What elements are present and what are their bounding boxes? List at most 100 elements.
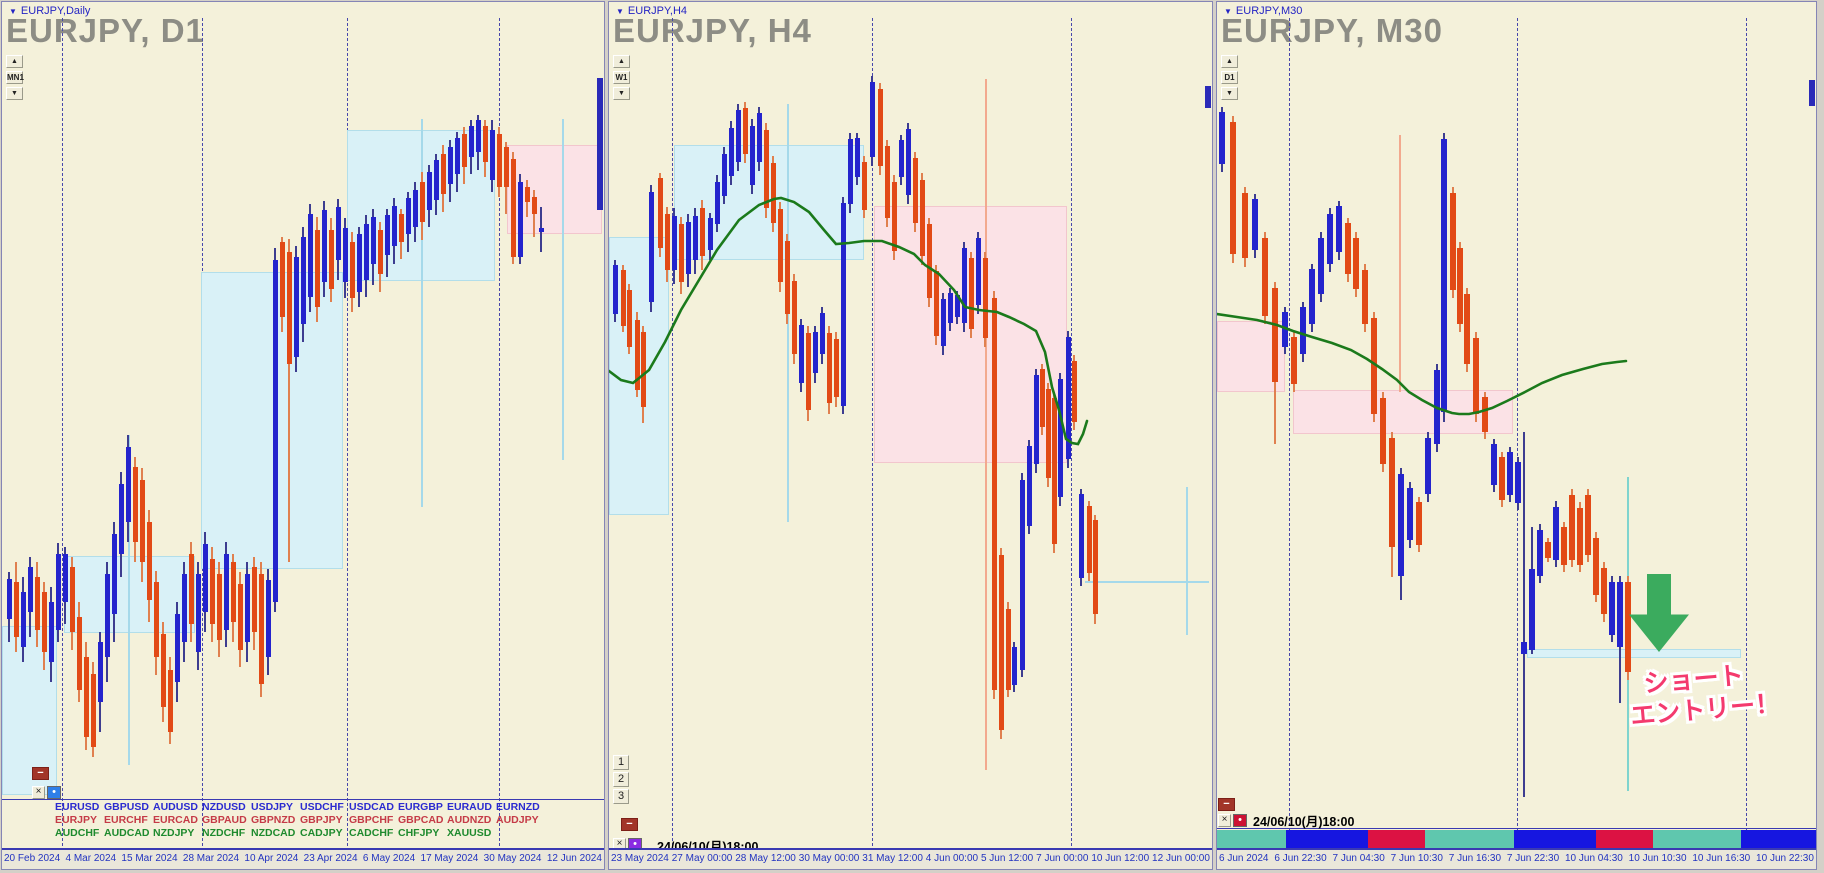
chart-watermark: EURJPY, D1	[6, 12, 205, 49]
candle-body	[1434, 370, 1440, 444]
candle-body	[322, 210, 327, 282]
currency-pair-label: EURCAD	[153, 814, 198, 826]
chart-titlebar[interactable]: ▼ EURJPY,M30	[1224, 5, 1302, 17]
candle-body	[476, 120, 481, 152]
candle-body	[511, 159, 516, 257]
candle-body	[273, 260, 278, 602]
candle-body	[91, 674, 96, 747]
indicator-close-button[interactable]: ×	[32, 786, 45, 799]
indicator-close-button[interactable]: ×	[1218, 814, 1231, 827]
candle-body	[329, 230, 334, 289]
chart-dropdown-icon[interactable]: ▼	[1224, 6, 1232, 16]
candle-body	[1309, 269, 1315, 324]
time-axis-label: 4 Jun 00:00	[925, 853, 979, 864]
currency-pair-label: EURUSD	[55, 801, 100, 813]
chart-titlebar[interactable]: ▼ EURJPY,H4	[616, 5, 687, 17]
candle-body	[238, 584, 243, 650]
chart-title: EURJPY,Daily	[20, 5, 91, 17]
timeframe-nav-button[interactable]: MN1	[6, 71, 24, 84]
indicator-minimize-button[interactable]: −	[32, 767, 49, 780]
timeframe-nav-button[interactable]: ▲	[613, 55, 630, 68]
candle-body	[1272, 288, 1278, 382]
chart-dropdown-icon[interactable]: ▼	[9, 6, 17, 16]
chart-plot-h4[interactable]: ▲ W1 ▼ 1 2 3− × • 24/06/10(月)18:00	[609, 2, 1212, 869]
candle-body	[483, 126, 488, 162]
candle-body	[175, 614, 180, 682]
candle-body	[168, 670, 173, 732]
timeframe-nav-button[interactable]: ▼	[613, 87, 630, 100]
candle-body	[217, 574, 222, 640]
candle-body	[1537, 530, 1543, 576]
candle-body	[820, 313, 825, 354]
chart-plot-d1[interactable]: ▲ MN1 ▼ − × • EURUSD GBPUSD AUDUSD NZDUSD USDJPY US…	[2, 2, 604, 869]
candle-body	[203, 544, 208, 612]
time-axis-label: 7 Jun 10:30	[1390, 853, 1443, 864]
scrollbar-thumb[interactable]	[597, 78, 603, 210]
candle-body	[21, 592, 26, 647]
candle-body	[920, 180, 925, 256]
page-button[interactable]: 1	[613, 755, 629, 770]
candle-body	[259, 574, 264, 684]
currency-pair-label: CHFJPY	[398, 827, 440, 839]
indicator-dot-button[interactable]: •	[1233, 814, 1247, 827]
time-axis-label: 28 May 12:00	[735, 853, 796, 864]
time-axis-label: 30 May 00:00	[798, 853, 860, 864]
chart-plot-m30[interactable]: ▲ D1 ▼ − × • 24/06/10(月)18:00 ショート エントリー！	[1217, 2, 1816, 869]
candle-body	[1282, 312, 1288, 347]
candle-body	[948, 293, 953, 323]
trend-strip-indicator	[1217, 830, 1816, 850]
chart-titlebar[interactable]: ▼ EURJPY,Daily	[9, 5, 90, 17]
short-entry-arrow-icon	[1629, 574, 1689, 652]
timeframe-nav-button[interactable]: W1	[613, 71, 630, 84]
page-button[interactable]: 3	[613, 789, 629, 804]
time-axis-label: 17 May 2024	[420, 853, 479, 864]
chart-dropdown-icon[interactable]: ▼	[616, 6, 624, 16]
candle-body	[855, 138, 860, 177]
trend-strip-segment	[1217, 830, 1286, 850]
candle-body	[1052, 398, 1057, 544]
candle-body	[77, 617, 82, 690]
candle-body	[927, 224, 932, 298]
indicator-minimize-button[interactable]: −	[621, 818, 638, 831]
timeframe-nav-button[interactable]: ▲	[1221, 55, 1238, 68]
vertical-gridline	[499, 18, 500, 846]
candle-body	[1006, 609, 1011, 690]
timeframe-nav-button[interactable]: ▼	[1221, 87, 1238, 100]
candle-wick	[288, 239, 290, 562]
trend-strip-segment	[1286, 830, 1368, 850]
candle-body	[154, 582, 159, 657]
timeframe-nav-button[interactable]: ▲	[6, 55, 23, 68]
candle-body	[98, 642, 103, 702]
candle-body	[641, 332, 646, 407]
candle-body	[892, 182, 897, 251]
currency-pair-label: NZDCHF	[202, 827, 246, 839]
candle-body	[308, 214, 313, 297]
candle-body	[1499, 457, 1505, 500]
indicator-minimize-button[interactable]: −	[1218, 798, 1235, 811]
indicator-dot-button[interactable]: •	[47, 786, 61, 799]
vertical-gridline	[1517, 18, 1518, 846]
zone-supply-pink	[1293, 390, 1513, 434]
time-axis-label: 12 Jun 00:00	[1152, 853, 1210, 864]
time-axis-label: 28 Mar 2024	[182, 853, 240, 864]
scrollbar-thumb[interactable]	[1809, 80, 1815, 106]
candle-body	[813, 332, 818, 373]
candle-body	[287, 252, 292, 364]
candle-body	[885, 146, 890, 218]
time-axis-h4: 23 May 2024 27 May 00:00 28 May 12:00 30 Ma…	[609, 848, 1212, 869]
currency-pair-label: EURCHF	[104, 814, 148, 826]
helper-line-vertical	[1399, 135, 1401, 392]
candle-body	[1318, 238, 1324, 294]
candle-body	[1219, 112, 1225, 164]
timeframe-nav-button[interactable]: ▼	[6, 87, 23, 100]
candle-body	[252, 567, 257, 632]
candle-body	[1625, 582, 1631, 672]
page-button[interactable]: 2	[613, 772, 629, 787]
candle-body	[378, 230, 383, 274]
timeframe-nav-button[interactable]: D1	[1221, 71, 1238, 84]
scrollbar-thumb[interactable]	[1205, 86, 1211, 108]
currency-pair-label: GBPAUD	[202, 814, 247, 826]
candle-body	[1609, 582, 1615, 635]
chart-watermark: EURJPY, H4	[613, 12, 812, 49]
candle-body	[196, 574, 201, 652]
